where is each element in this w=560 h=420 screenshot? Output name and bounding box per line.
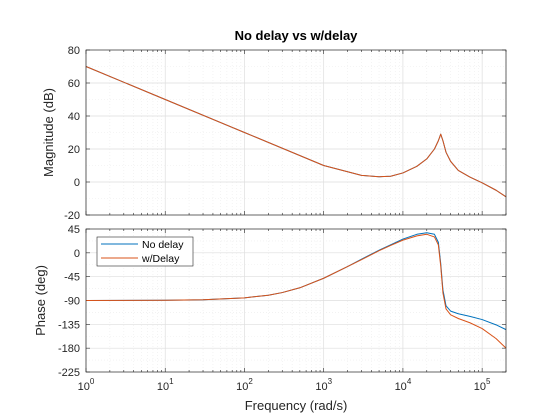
phase-tick-labels: -225 -180 -135 -90 -45 0 45 <box>58 224 80 379</box>
magnitude-plot: -20 0 20 40 60 80 No delay vs w/delay Magnitu… <box>41 28 507 222</box>
magnitude-series-line-1 <box>85 66 507 198</box>
phase-axes-box <box>85 228 507 373</box>
magnitude-y-tick-label: 0 <box>74 177 80 189</box>
magnitude-y-tick-label: 20 <box>68 144 80 156</box>
magnitude-axes-box <box>85 49 507 216</box>
frequency-tick-label: 105 <box>474 377 491 393</box>
magnitude-y-tick-label: 40 <box>68 111 80 123</box>
chart-title: No delay vs w/delay <box>235 28 359 43</box>
magnitude-y-tick-label: 80 <box>68 45 80 57</box>
magnitude-y-tick-label: 60 <box>68 78 80 90</box>
phase-y-tick-label: -90 <box>64 296 80 308</box>
legend-label-w-delay: w/Delay <box>141 253 180 265</box>
magnitude-tick-labels: -20 0 20 40 60 80 <box>64 45 80 222</box>
phase-y-tick-label: -180 <box>58 343 80 355</box>
phase-y-tick-label: -45 <box>64 272 80 284</box>
frequency-tick-label: 103 <box>315 377 332 393</box>
phase-plot: -225 -180 -135 -90 -45 0 45 100 101 102 103 104 105… <box>33 224 507 413</box>
frequency-xlabel: Frequency (rad/s) <box>245 398 348 413</box>
legend-label-no-delay: No delay <box>142 239 184 251</box>
phase-y-tick-label: -135 <box>58 319 80 331</box>
phase-y-tick-label: 0 <box>74 248 80 260</box>
magnitude-ylabel: Magnitude (dB) <box>41 88 56 177</box>
frequency-tick-label: 101 <box>157 377 174 393</box>
legend: No delay w/Delay <box>96 236 194 267</box>
phase-y-tick-label: 45 <box>68 224 80 236</box>
phase-series-w-delay <box>85 233 507 349</box>
legend-box <box>96 236 194 267</box>
frequency-tick-labels: 100 101 102 103 104 105 <box>78 377 491 393</box>
frequency-tick-label: 104 <box>395 377 412 393</box>
phase-y-tick-label: -225 <box>58 367 80 379</box>
phase-lines <box>85 232 507 349</box>
magnitude-lines <box>85 66 507 198</box>
frequency-tick-label: 100 <box>78 377 95 393</box>
magnitude-y-tick-label: -20 <box>64 210 80 222</box>
frequency-tick-label: 102 <box>236 377 253 393</box>
phase-ylabel: Phase (deg) <box>33 265 48 336</box>
